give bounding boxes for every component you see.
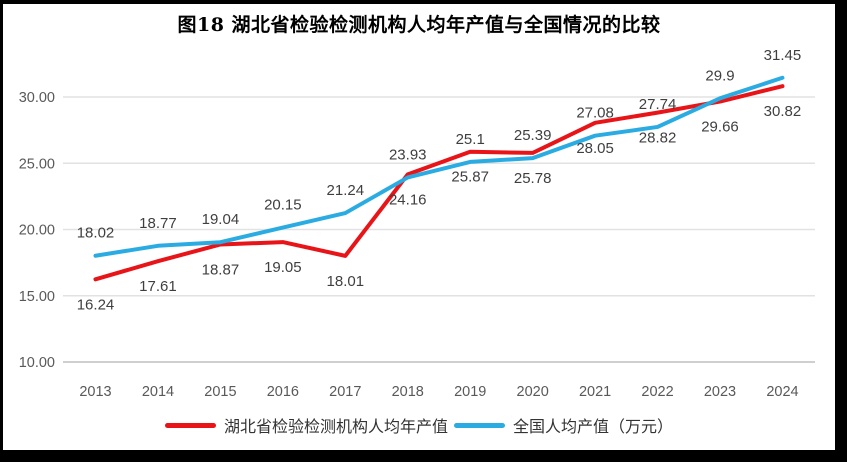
data-label: 25.78 xyxy=(514,170,552,187)
hubei-line-series xyxy=(93,84,785,282)
data-label: 19.05 xyxy=(264,259,302,276)
x-axis-tick-label: 2023 xyxy=(704,384,736,400)
chart-panel xyxy=(3,4,835,450)
y-axis-tick-label: 25.00 xyxy=(19,156,55,172)
data-label: 28.82 xyxy=(639,130,677,147)
y-axis-tick-label: 15.00 xyxy=(19,289,55,305)
data-label: 27.08 xyxy=(576,105,614,122)
data-label: 23.93 xyxy=(389,146,427,163)
x-axis-tick-label: 2017 xyxy=(329,384,361,400)
data-label: 25.1 xyxy=(456,131,485,148)
data-label: 29.66 xyxy=(701,119,739,136)
x-axis-tick-label: 2022 xyxy=(641,384,673,400)
y-axis-tick-label: 20.00 xyxy=(19,223,55,239)
data-label: 20.15 xyxy=(264,197,302,214)
y-axis-tick-label: 30.00 xyxy=(19,90,55,106)
data-label: 25.39 xyxy=(514,127,552,144)
data-label: 30.82 xyxy=(764,103,802,120)
x-axis-tick-label: 2013 xyxy=(79,384,111,400)
data-label: 17.61 xyxy=(139,278,177,295)
x-axis-tick-label: 2019 xyxy=(454,384,486,400)
data-label: 25.87 xyxy=(451,169,489,186)
legend-item-hubei[interactable]: 湖北省检验检测机构人均年产值 xyxy=(164,413,448,437)
data-label: 29.9 xyxy=(705,67,734,84)
legend: 湖北省检验检测机构人均年产值 全国人均产值（万元） xyxy=(3,413,835,437)
y-axis-tick-label: 10.00 xyxy=(19,355,55,371)
national-series-swatch-icon xyxy=(454,422,505,428)
x-axis-tick-label: 2015 xyxy=(204,384,236,400)
data-label: 18.02 xyxy=(77,225,115,242)
x-axis-tick-label: 2021 xyxy=(579,384,611,400)
national-line-series xyxy=(93,75,785,258)
data-label: 31.45 xyxy=(764,47,802,64)
x-axis-tick-label: 2016 xyxy=(267,384,299,400)
data-label: 16.24 xyxy=(77,296,115,313)
data-label: 21.24 xyxy=(327,182,365,199)
data-label: 18.77 xyxy=(139,215,177,232)
legend-label-national: 全国人均产值（万元） xyxy=(513,419,674,436)
data-label: 24.16 xyxy=(389,191,427,208)
chart-title: 图18 湖北省检验检测机构人均年产值与全国情况的比较 xyxy=(177,14,661,36)
x-axis-tick-label: 2024 xyxy=(766,384,798,400)
data-label: 28.05 xyxy=(576,140,614,157)
data-label: 18.01 xyxy=(327,273,365,290)
x-axis-tick-label: 2018 xyxy=(392,384,424,400)
hubei-series-swatch-icon xyxy=(164,422,216,428)
legend-item-national[interactable]: 全国人均产值（万元） xyxy=(454,413,673,437)
data-label: 27.74 xyxy=(639,96,677,113)
data-label: 18.87 xyxy=(202,261,240,278)
data-label: 19.04 xyxy=(202,211,240,228)
legend-label-hubei: 湖北省检验检测机构人均年产值 xyxy=(223,419,448,436)
x-axis-tick-label: 2014 xyxy=(142,384,174,400)
x-axis-tick-label: 2020 xyxy=(517,384,549,400)
